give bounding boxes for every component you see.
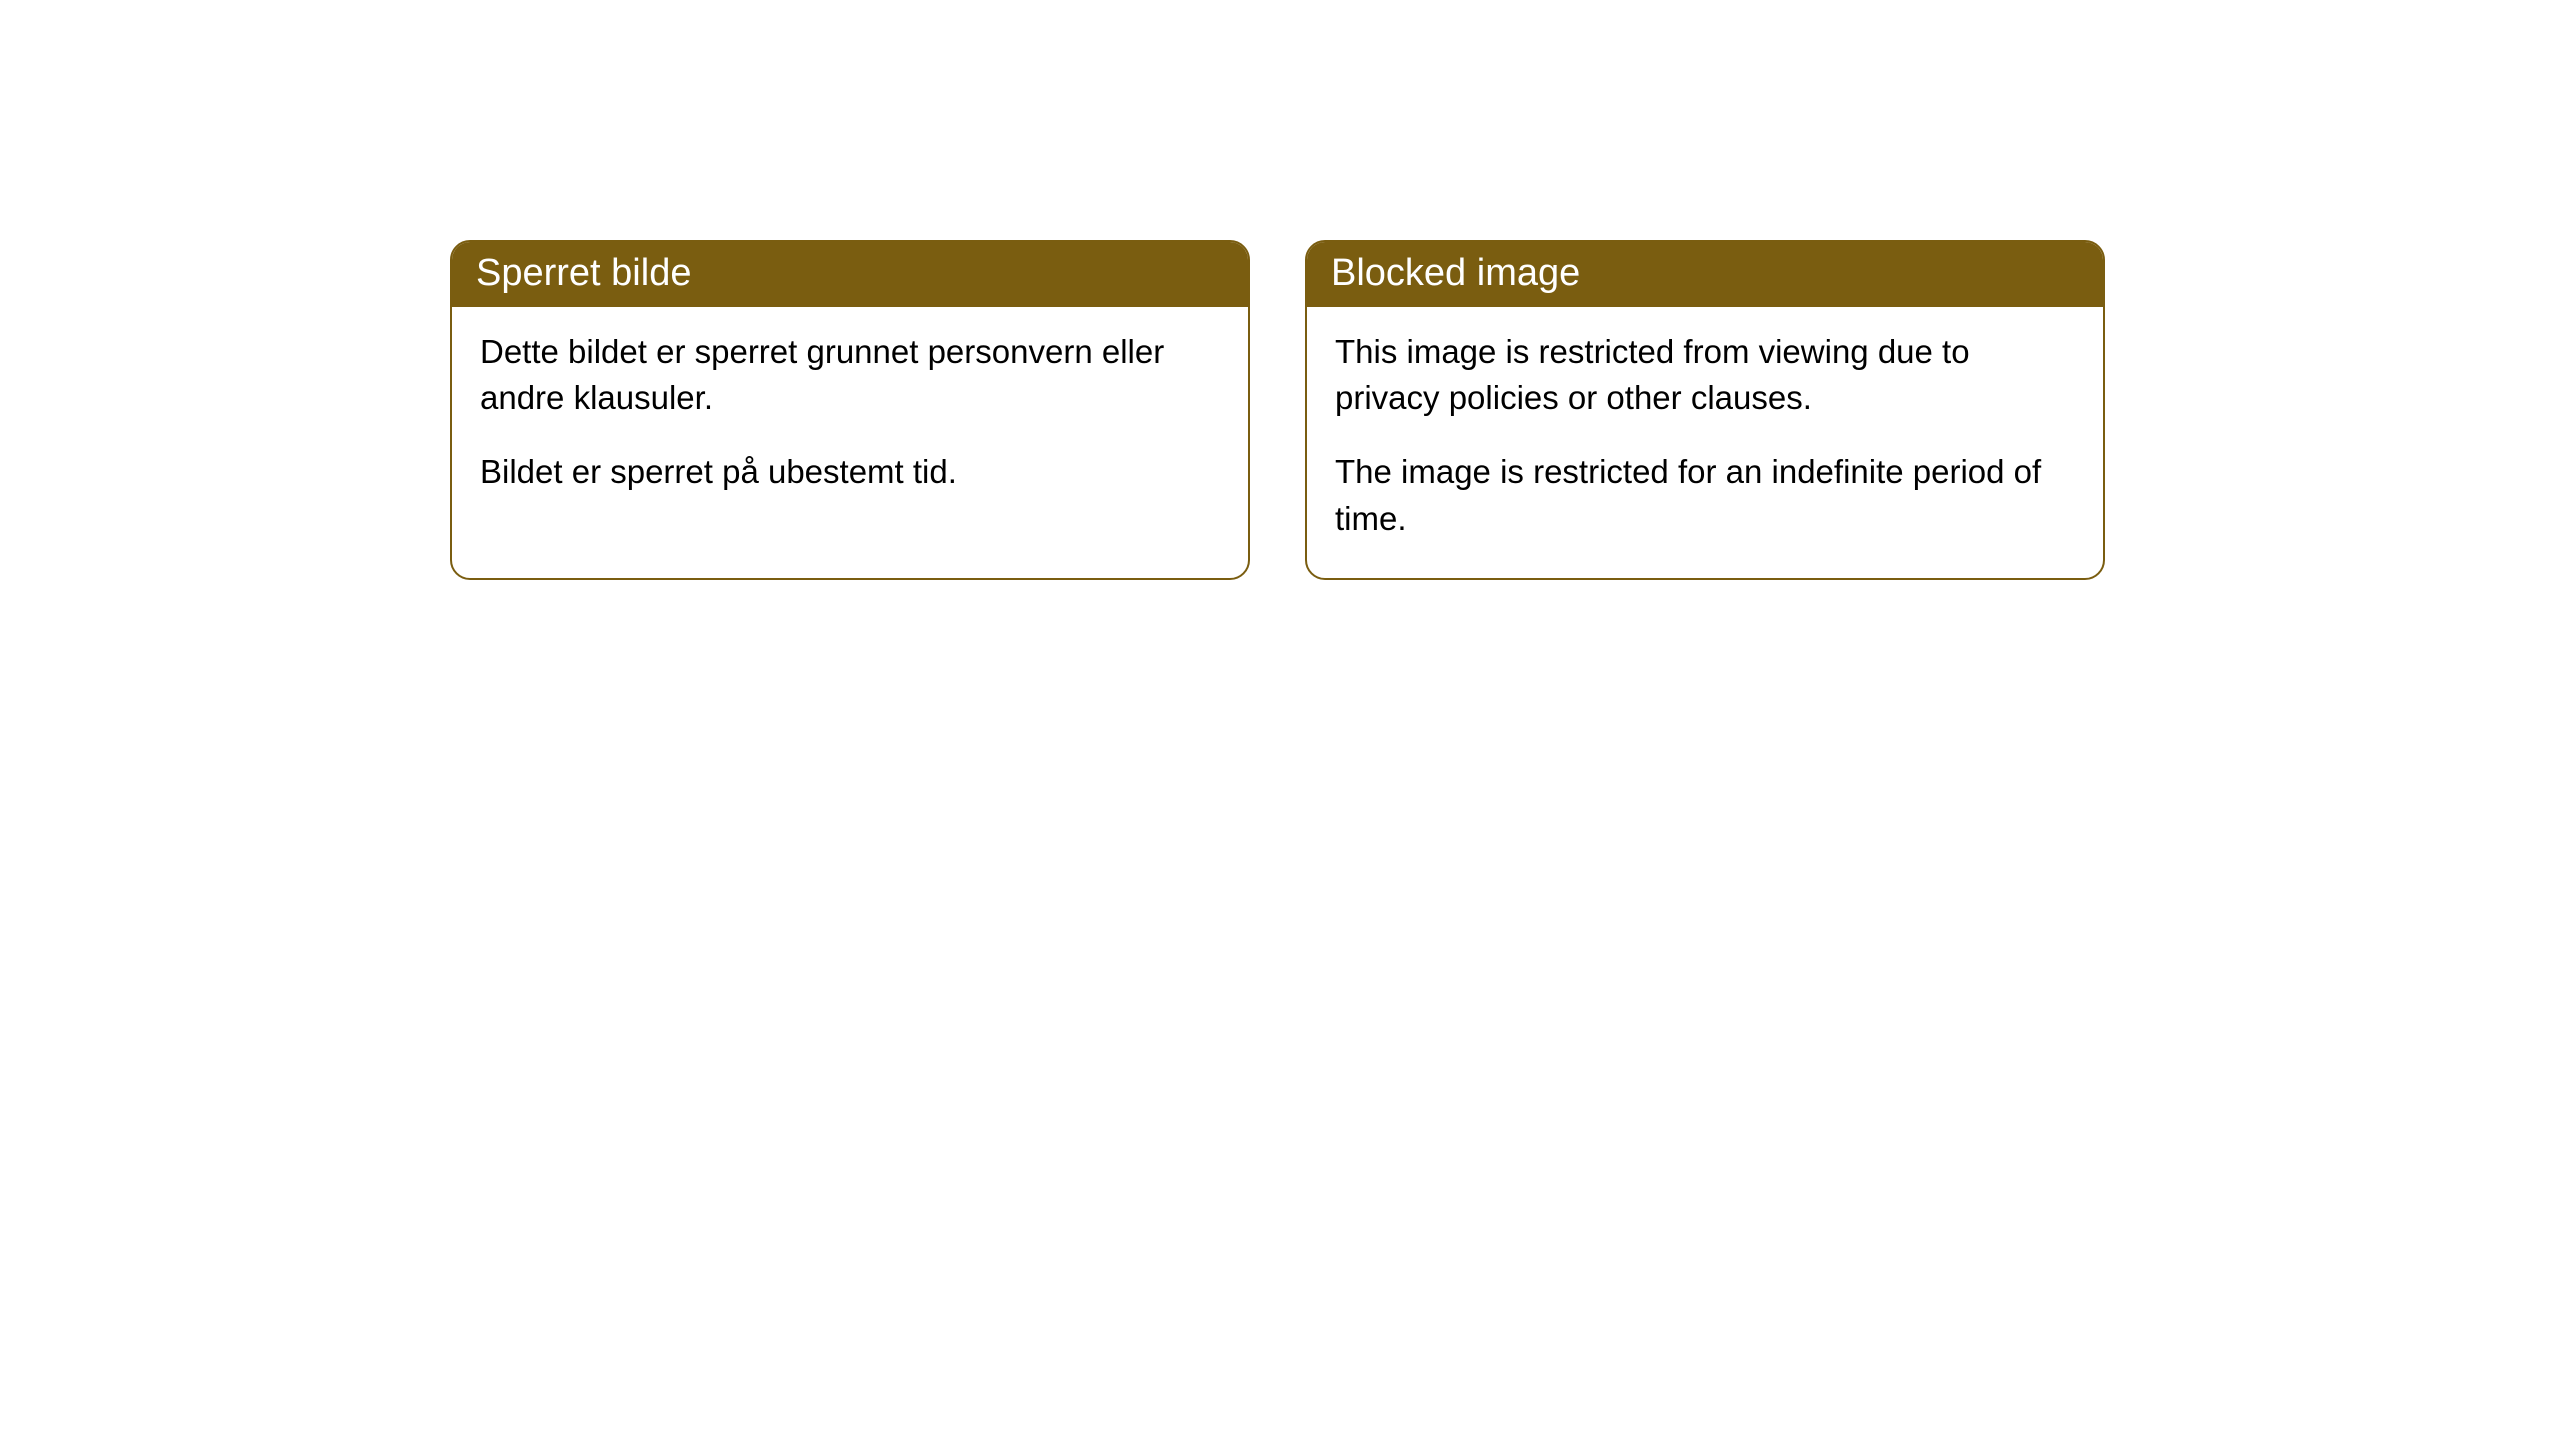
card-title: Blocked image	[1331, 252, 1580, 294]
blocked-image-card-norwegian: Sperret bilde Dette bildet er sperret gr…	[450, 240, 1250, 580]
blocked-image-card-english: Blocked image This image is restricted f…	[1305, 240, 2105, 580]
notice-paragraph-1: This image is restricted from viewing du…	[1335, 329, 2075, 421]
card-title: Sperret bilde	[476, 252, 691, 294]
card-header: Sperret bilde	[452, 242, 1248, 307]
card-body: This image is restricted from viewing du…	[1307, 307, 2103, 578]
notice-paragraph-2: The image is restricted for an indefinit…	[1335, 449, 2075, 541]
card-header: Blocked image	[1307, 242, 2103, 307]
card-body: Dette bildet er sperret grunnet personve…	[452, 307, 1248, 532]
notice-cards-container: Sperret bilde Dette bildet er sperret gr…	[450, 240, 2560, 580]
notice-paragraph-2: Bildet er sperret på ubestemt tid.	[480, 449, 1220, 495]
notice-paragraph-1: Dette bildet er sperret grunnet personve…	[480, 329, 1220, 421]
